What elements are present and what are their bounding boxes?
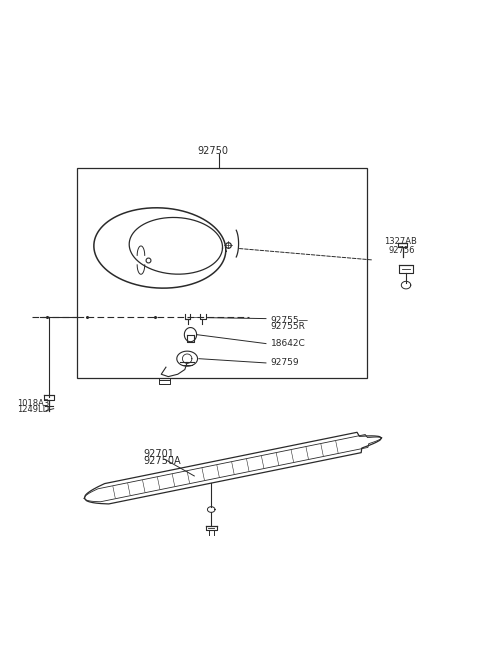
Text: 1327AB: 1327AB: [384, 237, 417, 246]
Text: 92755―: 92755―: [271, 315, 308, 325]
Text: 92750: 92750: [198, 146, 228, 156]
Text: 18642C: 18642C: [271, 339, 305, 348]
Bar: [77, 168, 367, 378]
Text: 92756: 92756: [389, 246, 415, 255]
Text: 92750A: 92750A: [144, 456, 181, 466]
Text: 92755R: 92755R: [271, 322, 306, 331]
Text: 92759: 92759: [271, 359, 300, 367]
Text: 1018A3: 1018A3: [17, 399, 49, 407]
Text: 92701: 92701: [144, 449, 174, 459]
Text: 1249LD: 1249LD: [17, 405, 49, 414]
